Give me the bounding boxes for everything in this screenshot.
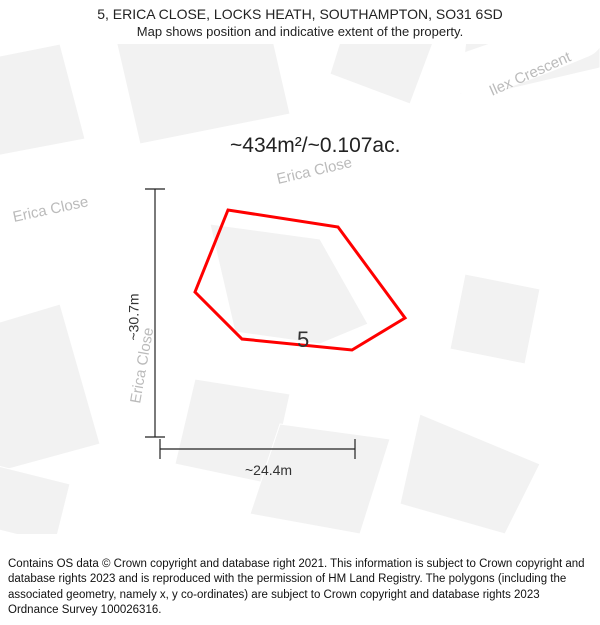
copyright-footer: Contains OS data © Crown copyright and d…	[8, 557, 592, 619]
header: 5, ERICA CLOSE, LOCKS HEATH, SOUTHAMPTON…	[0, 6, 600, 39]
map-container: Erica CloseErica CloseErica CloseIlex Cr…	[0, 44, 600, 534]
width-dimension-label: ~24.4m	[245, 462, 292, 478]
height-dimension-label: ~30.7m	[126, 293, 142, 340]
page: 5, ERICA CLOSE, LOCKS HEATH, SOUTHAMPTON…	[0, 0, 600, 625]
map-svg: Erica CloseErica CloseErica CloseIlex Cr…	[0, 44, 600, 534]
area-label: ~434m²/~0.107ac.	[230, 134, 400, 158]
page-subtitle: Map shows position and indicative extent…	[0, 24, 600, 39]
page-title: 5, ERICA CLOSE, LOCKS HEATH, SOUTHAMPTON…	[0, 6, 600, 22]
road	[150, 199, 170, 534]
building-shape	[450, 274, 540, 364]
house-number-label: 5	[297, 327, 309, 353]
